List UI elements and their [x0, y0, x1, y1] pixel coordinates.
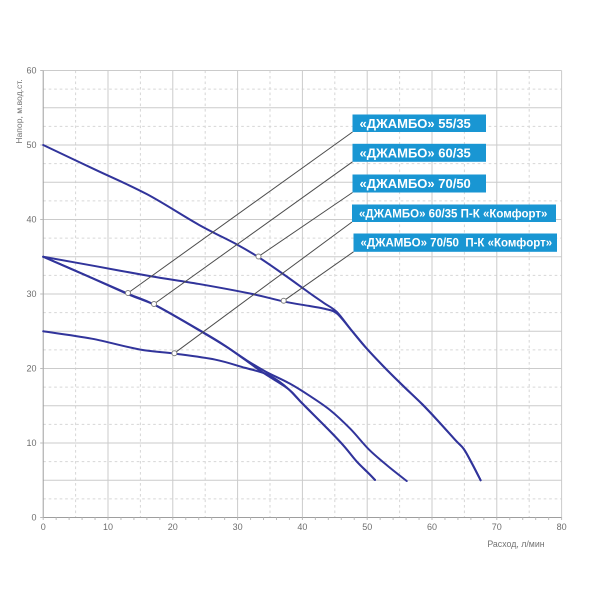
svg-text:10: 10: [103, 522, 113, 532]
svg-text:30: 30: [233, 522, 243, 532]
svg-text:60: 60: [26, 66, 36, 76]
svg-text:«ДЖАМБО» 55/35: «ДЖАМБО» 55/35: [360, 116, 471, 131]
svg-text:«ДЖАМБО» 70/50: «ДЖАМБО» 70/50: [360, 176, 471, 191]
svg-text:0: 0: [31, 513, 36, 523]
svg-text:«ДЖАМБО» 70/50 П-К «Комфорт»: «ДЖАМБО» 70/50 П-К «Комфорт»: [361, 238, 553, 250]
svg-text:50: 50: [362, 522, 372, 532]
svg-text:20: 20: [168, 522, 178, 532]
svg-text:20: 20: [26, 364, 36, 374]
svg-text:0: 0: [41, 522, 46, 532]
svg-text:«ДЖАМБО» 60/35 П-К «Комфорт»: «ДЖАМБО» 60/35 П-К «Комфорт»: [359, 208, 547, 220]
svg-text:50: 50: [26, 140, 36, 150]
svg-text:Расход, л/мин: Расход, л/мин: [487, 539, 544, 549]
svg-text:Напор, м.вод.ст.: Напор, м.вод.ст.: [14, 79, 24, 143]
svg-text:60: 60: [427, 522, 437, 532]
svg-text:10: 10: [26, 438, 36, 448]
svg-text:«ДЖАМБО» 60/35: «ДЖАМБО» 60/35: [360, 145, 471, 160]
svg-text:40: 40: [26, 215, 36, 225]
svg-text:80: 80: [557, 522, 567, 532]
svg-text:30: 30: [26, 289, 36, 299]
svg-text:70: 70: [492, 522, 502, 532]
svg-text:40: 40: [297, 522, 307, 532]
